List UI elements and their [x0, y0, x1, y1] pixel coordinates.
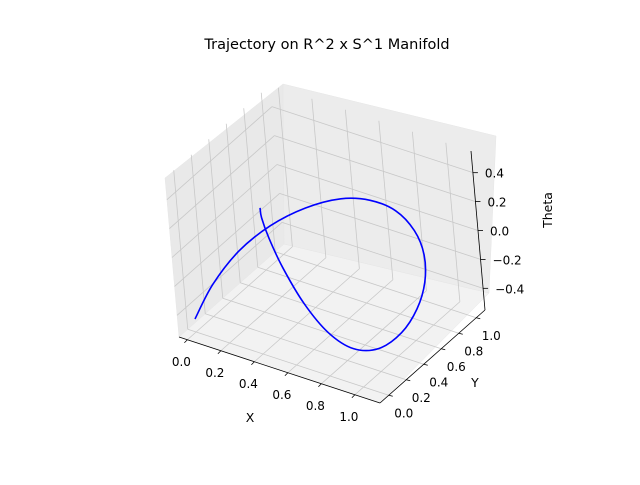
y-tick-label: 0.0 [394, 406, 413, 420]
trajectory-line [194, 197, 427, 352]
chart-title: Trajectory on R^2 x S^1 Manifold [203, 37, 449, 53]
series-group [194, 197, 427, 352]
y-tick-mark [441, 348, 446, 351]
y-tick-label: 0.8 [464, 344, 483, 358]
x-tick-label: 0.6 [272, 388, 291, 402]
grid-line-x [354, 301, 461, 396]
z-tick-label: −0.2 [493, 253, 522, 267]
x-tick-label: 0.8 [306, 399, 325, 413]
y-tick-label: 1.0 [482, 329, 501, 343]
grid-line-z [274, 135, 476, 202]
grid-line-y [222, 297, 424, 365]
grid-line-y [257, 266, 459, 334]
z-tick-label: 0.4 [485, 167, 504, 181]
grid-lines [166, 87, 484, 396]
grid-line-y [240, 282, 442, 350]
grid-line-z [271, 106, 474, 174]
grid-line-z [174, 193, 280, 287]
grid-line-y [205, 313, 407, 381]
grid-line-x [220, 257, 327, 352]
x-axis-label: X [246, 410, 255, 425]
y-tick-label: 0.2 [412, 391, 431, 405]
y-tick-mark [458, 332, 463, 335]
grid-line-y [187, 328, 389, 396]
x-axis-line [178, 336, 381, 404]
grid-line-z [281, 221, 484, 289]
z-tick-label: 0.2 [487, 196, 506, 210]
y-axis-label: Y [470, 375, 479, 390]
x-tick-label: 0.0 [172, 355, 191, 369]
z-tick-label: −0.4 [495, 282, 524, 296]
y-tick-mark [406, 379, 411, 382]
x-tick-mark [284, 372, 289, 377]
grid-line-x [254, 268, 360, 363]
grid-line-z [279, 193, 481, 260]
x-tick-mark [251, 361, 255, 366]
x-tick-label: 0.4 [239, 377, 258, 391]
grid-line-z [166, 106, 273, 200]
grid-line-z [171, 164, 278, 258]
y-axis-line [379, 309, 486, 404]
x-tick-label: 1.0 [339, 410, 358, 424]
y-tick-mark [476, 317, 481, 320]
grid-line-x [287, 279, 394, 374]
grid-line-z [169, 135, 275, 229]
y-tick-mark [388, 394, 393, 397]
x-tick-mark [184, 339, 188, 344]
z-tick-label: 0.0 [490, 225, 509, 239]
pane-back-wall [282, 83, 497, 294]
grid-line-x [321, 290, 427, 385]
y-tick-label: 0.6 [447, 360, 466, 374]
z-axis-label: Theta [540, 192, 555, 229]
y-tick-mark [423, 363, 428, 366]
grid-line-z [276, 164, 479, 231]
tick-group: 0.00.20.40.60.81.0 0.00.20.40.60.81.0−0.4… [172, 167, 524, 424]
x-tick-label: 0.2 [205, 366, 224, 380]
grid-line-y [275, 251, 477, 319]
x-tick-mark [217, 350, 222, 355]
x-tick-mark [318, 383, 322, 388]
grid-line-z [176, 222, 283, 316]
x-tick-mark [351, 394, 356, 399]
y-tick-label: 0.4 [429, 375, 448, 389]
grid-line-x [187, 246, 293, 341]
